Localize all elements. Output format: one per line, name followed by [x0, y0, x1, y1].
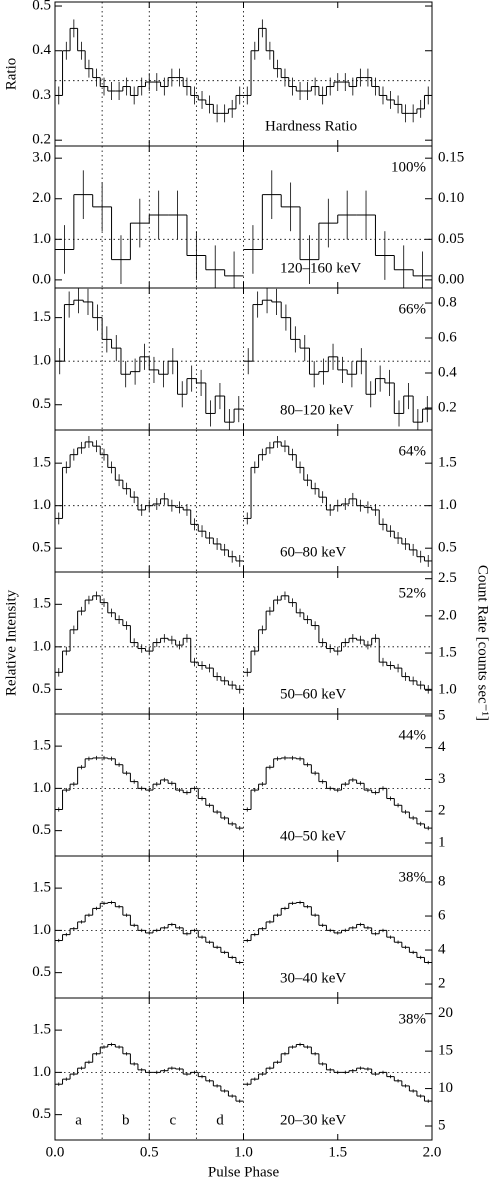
y-tick-label: 0.5: [32, 540, 51, 556]
panel-frame: [54, 713, 433, 857]
y-axis-label: Ratio: [3, 58, 19, 91]
y-tick-label: 0.4: [32, 42, 51, 58]
y-tick-label: 3.0: [32, 150, 51, 166]
panel-frame: [54, 855, 433, 999]
y-tick-label: 1.5: [32, 309, 51, 325]
y-tick-label: 0.5: [32, 681, 51, 697]
y-tick-label: 0.2: [32, 132, 51, 148]
phase-label: a: [75, 1112, 82, 1128]
fraction-label: 38%: [399, 1011, 427, 1027]
y2-tick-label: 10: [438, 1080, 453, 1096]
panel: [55, 714, 432, 856]
energy-label: 80–120 keV: [280, 402, 354, 418]
panel-frame: [54, 429, 433, 573]
y2-tick-label: 0.00: [438, 271, 464, 287]
y-tick-label: 1.5: [32, 1022, 51, 1038]
y2-tick-label: 6: [438, 907, 446, 923]
y2-tick-label: 2.0: [438, 607, 457, 623]
y-tick-label: 0.5: [32, 822, 51, 838]
fraction-label: 38%: [399, 869, 427, 885]
y2-tick-label: 0.2: [438, 399, 457, 415]
y2-tick-label: 0.4: [438, 364, 457, 380]
y-tick-label: 1.5: [32, 880, 51, 896]
y-tick-label: 2.0: [32, 190, 51, 206]
y2-tick-label: 0.8: [438, 294, 457, 310]
y2-tick-label: 20: [438, 1005, 453, 1021]
phase-label: d: [216, 1112, 224, 1128]
y-axis-label: Relative Intensity: [3, 589, 19, 696]
y2-axis-label: Count Rate [counts sec⁻¹]: [475, 565, 491, 721]
x-tick-label: 1.5: [328, 1144, 347, 1160]
y2-tick-label: 1.0: [438, 497, 457, 513]
y2-tick-label: 2: [438, 975, 446, 991]
y-tick-label: 1.0: [32, 497, 51, 513]
y2-tick-label: 0.5: [438, 540, 457, 556]
panel: [55, 2, 432, 146]
x-tick-label: 2.0: [423, 1144, 442, 1160]
fraction-label: 66%: [399, 301, 427, 317]
y2-tick-label: 0.15: [438, 150, 464, 166]
energy-label: 30–40 keV: [280, 970, 346, 986]
y2-tick-label: 2.5: [438, 570, 457, 586]
energy-label: 20–30 keV: [280, 1112, 346, 1128]
y-tick-label: 1.0: [32, 922, 51, 938]
y2-tick-label: 4: [438, 941, 446, 957]
panel: [55, 146, 432, 288]
x-tick-label: 0.0: [46, 1144, 65, 1160]
y2-tick-label: 0.6: [438, 329, 457, 345]
y2-tick-label: 4: [438, 739, 446, 755]
fraction-label: 64%: [399, 443, 427, 459]
y-tick-label: 0.0: [32, 271, 51, 287]
energy-label: Hardness Ratio: [265, 118, 357, 134]
y-tick-label: 1.0: [32, 353, 51, 369]
fraction-label: 100%: [391, 159, 426, 175]
x-tick-label: 1.0: [234, 1144, 253, 1160]
y2-tick-label: 5: [438, 707, 446, 723]
energy-label: 40–50 keV: [280, 828, 346, 844]
y2-tick-label: 1: [438, 834, 446, 850]
y-tick-label: 0.5: [32, 964, 51, 980]
panel: [55, 856, 432, 998]
y2-tick-label: 3: [438, 771, 446, 787]
y-tick-label: 1.0: [32, 638, 51, 654]
phase-label: b: [122, 1112, 130, 1128]
phase-label: c: [169, 1112, 176, 1128]
y2-tick-label: 15: [438, 1043, 453, 1059]
y2-tick-label: 0.10: [438, 190, 464, 206]
panel-frame: [54, 571, 433, 715]
panel: [55, 572, 432, 714]
fraction-label: 52%: [399, 585, 427, 601]
panel-frame: [54, 997, 433, 1141]
energy-label: 120–160 keV: [280, 260, 361, 276]
y2-tick-label: 1.0: [438, 682, 457, 698]
y-tick-label: 1.0: [32, 780, 51, 796]
panel: [55, 430, 432, 572]
y-tick-label: 1.5: [32, 596, 51, 612]
y-tick-label: 0.5: [32, 396, 51, 412]
panel: [55, 998, 432, 1140]
y2-tick-label: 5: [438, 1117, 446, 1133]
y-tick-label: 1.5: [32, 738, 51, 754]
fraction-label: 44%: [399, 727, 427, 743]
y-tick-label: 0.5: [32, 1106, 51, 1122]
y2-tick-label: 8: [438, 873, 446, 889]
energy-label: 60–80 keV: [280, 544, 346, 560]
y-tick-label: 1.0: [32, 231, 51, 247]
y-tick-label: 0.5: [32, 0, 51, 13]
x-axis-label: Pulse Phase: [208, 1164, 280, 1180]
y2-tick-label: 1.5: [438, 644, 457, 660]
y-tick-label: 0.3: [32, 87, 51, 103]
y2-tick-label: 2: [438, 803, 446, 819]
y2-tick-label: 0.05: [438, 231, 464, 247]
panel: [55, 288, 432, 430]
y-tick-label: 1.5: [32, 455, 51, 471]
x-tick-label: 0.5: [140, 1144, 159, 1160]
y2-tick-label: 1.5: [438, 455, 457, 471]
energy-label: 50–60 keV: [280, 686, 346, 702]
y-tick-label: 1.0: [32, 1064, 51, 1080]
